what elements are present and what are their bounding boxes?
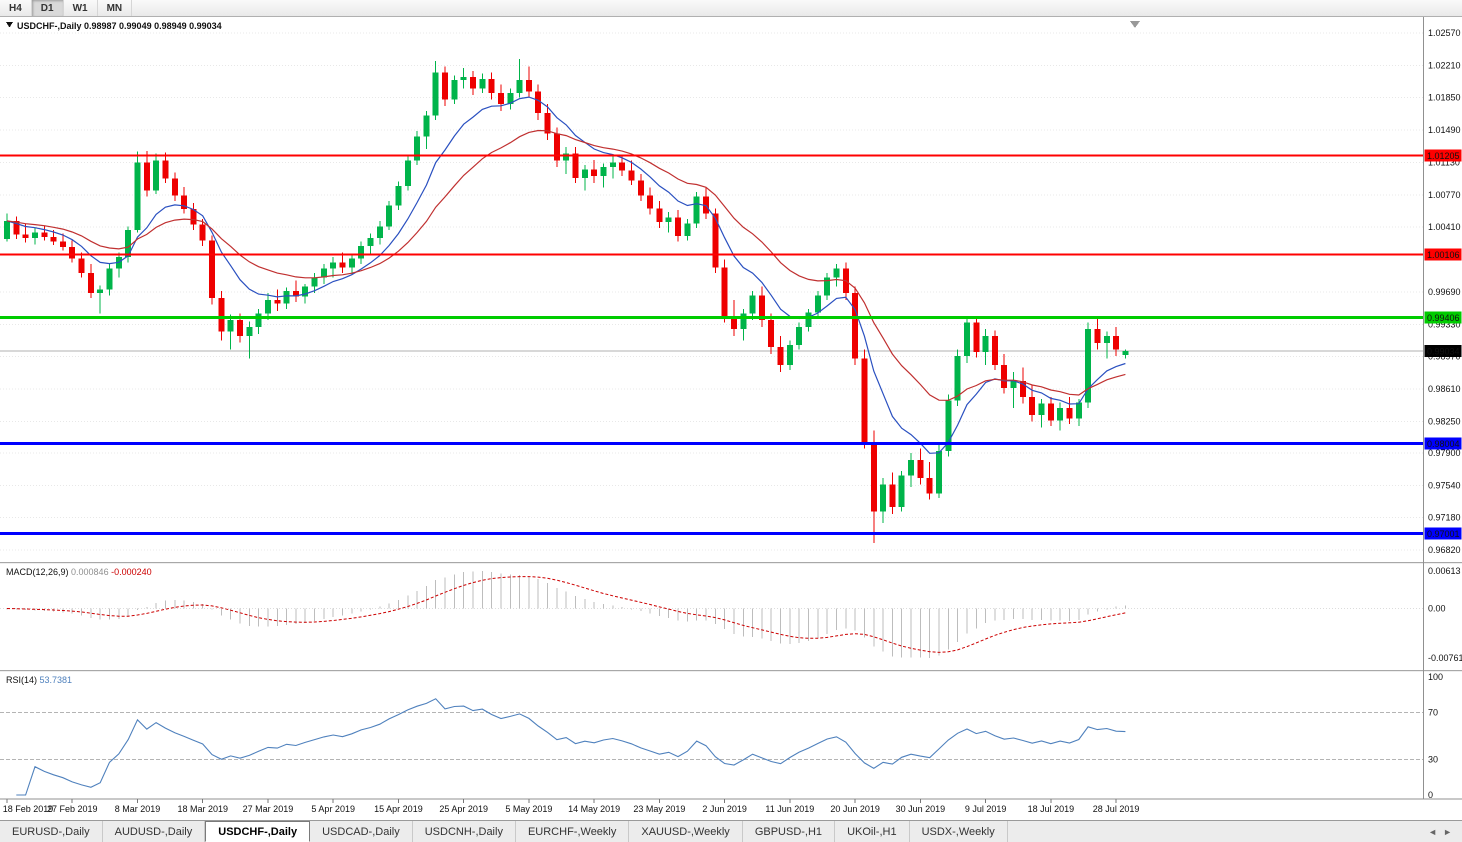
price-tick-label: 1.02570 (1428, 28, 1461, 38)
svg-text:0.97001: 0.97001 (1427, 529, 1460, 539)
date-label: 30 Jun 2019 (896, 804, 946, 814)
date-label: 20 Jun 2019 (830, 804, 880, 814)
rsi-axis-label: 70 (1428, 707, 1438, 717)
chart-window: USDCHF-,Daily 0.98987 0.99049 0.98949 0.… (0, 17, 1462, 820)
ma-slow-line (6, 129, 1126, 401)
date-label: 5 Apr 2019 (311, 804, 355, 814)
date-label: 11 Jun 2019 (765, 804, 814, 814)
chart-tab-ukoil-h1[interactable]: UKOil-,H1 (835, 821, 910, 842)
price-badge-0.99406: 0.99406 (1424, 311, 1462, 324)
date-label: 23 May 2019 (633, 804, 685, 814)
ma-fast-line (6, 96, 1126, 454)
chart-tab-eurchf-weekly[interactable]: EURCHF-,Weekly (515, 821, 630, 842)
chart-tab-audusd-daily[interactable]: AUDUSD-,Daily (102, 821, 206, 842)
header-dropdown-icon[interactable] (6, 22, 13, 28)
chart-shift-icon[interactable] (1130, 21, 1140, 28)
price-tick-label: 1.00770 (1428, 190, 1461, 200)
date-label: 28 Jul 2019 (1093, 804, 1140, 814)
price-badge-0.98004: 0.98004 (1424, 437, 1462, 450)
price-tick-label: 0.97180 (1428, 513, 1461, 523)
date-label: 2 Jun 2019 (702, 804, 747, 814)
price-badge-1.00106: 1.00106 (1424, 248, 1462, 261)
chart-tab-usdchf-daily[interactable]: USDCHF-,Daily (205, 821, 311, 842)
price-tick-label: 1.01850 (1428, 93, 1461, 103)
price-gridlines (0, 32, 1423, 551)
rsi-line (16, 698, 1126, 796)
macd-axis-min: -0.007612 (1428, 653, 1462, 663)
macd-axis-max: 0.00613 (1428, 566, 1461, 576)
date-label: 25 Apr 2019 (439, 804, 488, 814)
timeframe-button-d1[interactable]: D1 (31, 0, 64, 16)
timeframe-button-mn[interactable]: MN (98, 0, 133, 16)
price-tick-label: 1.02210 (1428, 60, 1461, 70)
macd-axis-zero: 0.00 (1428, 604, 1446, 614)
timeframe-button-w1[interactable]: W1 (64, 0, 98, 16)
price-tick-label: 0.97540 (1428, 480, 1461, 490)
svg-text:1.00106: 1.00106 (1427, 250, 1460, 260)
macd-signal-line (6, 576, 1126, 653)
price-tick-label: 1.01130 (1428, 157, 1460, 167)
rsi-axis-label: 100 (1428, 672, 1443, 682)
svg-text:0.99406: 0.99406 (1427, 313, 1460, 323)
svg-text:0.99034: 0.99034 (1427, 346, 1460, 356)
chart-tab-usdx-weekly[interactable]: USDX-,Weekly (909, 821, 1008, 842)
price-tick-label: 0.97900 (1428, 448, 1461, 458)
date-label: 5 May 2019 (505, 804, 552, 814)
price-tick-label: 0.99330 (1428, 319, 1461, 329)
date-label: 8 Mar 2019 (115, 804, 161, 814)
price-tick-label: 0.98610 (1428, 384, 1461, 394)
chart-tab-bar: EURUSD-,Daily AUDUSD-,Daily USDCHF-,Daily U… (0, 820, 1462, 842)
chart-tab-eurusd-daily[interactable]: EURUSD-,Daily (0, 821, 103, 842)
price-tick-label: 1.01490 (1428, 125, 1461, 135)
price-tick-label: 0.96820 (1428, 545, 1461, 555)
rsi-axis-label: 0 (1428, 790, 1433, 800)
date-label: 15 Apr 2019 (374, 804, 423, 814)
rsi-axis-label: 30 (1428, 755, 1438, 765)
date-label: 18 Jul 2019 (1028, 804, 1075, 814)
date-label: 18 Feb 2019 (3, 804, 54, 814)
tab-scroll-right-icon[interactable]: ► (1443, 826, 1452, 837)
price-badge-0.97001: 0.97001 (1424, 527, 1462, 540)
timeframe-toolbar: H4 D1 W1 MN (0, 0, 1462, 17)
macd-histogram (6, 571, 1126, 658)
date-label: 27 Mar 2019 (243, 804, 294, 814)
svg-text:1.01205: 1.01205 (1427, 151, 1460, 161)
chart-tab-gbpusd-h1[interactable]: GBPUSD-,H1 (742, 821, 836, 842)
price-tick-label: 1.00410 (1428, 222, 1461, 232)
chart-canvas[interactable]: USDCHF-,Daily 0.98987 0.99049 0.98949 0.… (0, 17, 1462, 820)
price-badge-0.99034: 0.99034 (1424, 344, 1462, 357)
date-label: 9 Jul 2019 (965, 804, 1007, 814)
chart-tab-usdcnh-daily[interactable]: USDCNH-,Daily (412, 821, 516, 842)
date-label: 14 May 2019 (568, 804, 620, 814)
price-badge-1.01205: 1.01205 (1424, 149, 1462, 162)
date-label: 18 Mar 2019 (177, 804, 228, 814)
price-axis[interactable]: 1.02570 1.02210 1.01850 1.01490 1.01130 1.007… (1428, 28, 1461, 555)
timeframe-button-h4[interactable]: H4 (0, 0, 32, 16)
chart-tab-usdcad-daily[interactable]: USDCAD-,Daily (310, 821, 413, 842)
candlestick-series (4, 59, 1129, 543)
rsi-label: RSI(14) 53.7381 (6, 675, 72, 685)
tab-scroll-left-icon[interactable]: ◄ (1428, 826, 1438, 837)
price-tick-label: 0.99690 (1428, 287, 1461, 297)
macd-label: MACD(12,26,9) 0.000846 -0.000240 (6, 567, 152, 577)
date-label: 27 Feb 2019 (47, 804, 98, 814)
chart-tab-xauusd-weekly[interactable]: XAUUSD-,Weekly (629, 821, 743, 842)
tab-scroll-controls: ◄ ► (1418, 821, 1462, 842)
ohlc-header: USDCHF-,Daily 0.98987 0.99049 0.98949 0.… (17, 21, 222, 31)
price-tick-label: 0.98250 (1428, 416, 1461, 426)
svg-text:0.98004: 0.98004 (1427, 439, 1460, 449)
